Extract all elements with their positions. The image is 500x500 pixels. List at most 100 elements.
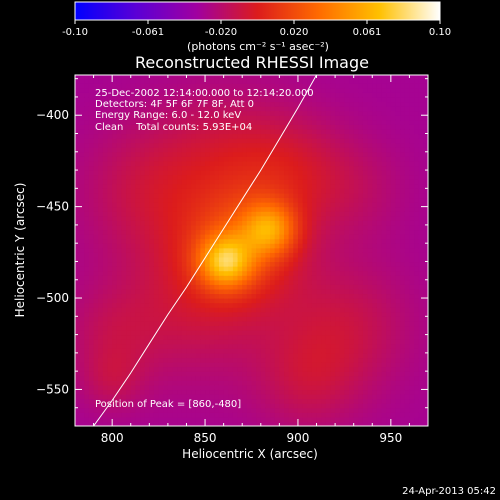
heatmap-cell	[93, 261, 99, 267]
heatmap-cell	[339, 334, 345, 340]
heatmap-cell	[242, 407, 248, 413]
heatmap-cell	[130, 188, 136, 194]
heatmap-cell	[153, 288, 160, 295]
heatmap-cell	[284, 403, 290, 409]
heatmap-cell	[167, 261, 174, 267]
heatmap-cell	[270, 96, 276, 103]
heatmap-cell	[126, 147, 132, 153]
heatmap-cell	[130, 416, 136, 423]
heatmap-cell	[177, 188, 183, 194]
heatmap-cell	[284, 229, 290, 235]
heatmap-cell	[284, 256, 290, 263]
heatmap-cell	[228, 325, 234, 331]
heatmap-cell	[186, 115, 192, 121]
heatmap-cell	[237, 261, 243, 267]
heatmap-cell	[75, 96, 81, 103]
heatmap-cell	[163, 234, 169, 240]
heatmap-cell	[228, 252, 234, 258]
heatmap-cell	[135, 284, 141, 290]
heatmap-cell	[158, 293, 164, 299]
heatmap-cell	[302, 124, 308, 130]
heatmap-cell	[297, 151, 304, 157]
heatmap-cell	[251, 243, 257, 249]
heatmap-cell	[98, 156, 104, 162]
heatmap-cell	[140, 101, 146, 107]
heatmap-cell	[228, 293, 234, 299]
heatmap-cell	[302, 284, 308, 290]
heatmap-cell	[358, 302, 364, 308]
heatmap-cell	[362, 202, 369, 208]
heatmap-cell	[107, 101, 113, 107]
heatmap-cell	[321, 398, 327, 404]
heatmap-cell	[339, 156, 345, 162]
heatmap-cell	[358, 96, 364, 103]
heatmap-cell	[307, 133, 313, 139]
heatmap-cell	[339, 124, 345, 130]
heatmap-cell	[126, 403, 132, 409]
heatmap-cell	[186, 234, 192, 240]
heatmap-cell	[223, 197, 229, 203]
heatmap-cell	[358, 398, 364, 404]
heatmap-cell	[153, 316, 160, 322]
heatmap-cell	[302, 371, 308, 377]
heatmap-cell	[251, 252, 257, 258]
heatmap-cell	[163, 106, 169, 112]
heatmap-cell	[293, 384, 299, 391]
heatmap-cell	[362, 234, 369, 240]
heatmap-cell	[107, 288, 113, 295]
heatmap-cell	[191, 302, 197, 308]
heatmap-cell	[98, 183, 104, 189]
heatmap-cell	[307, 119, 313, 125]
heatmap-cell	[335, 243, 341, 249]
heatmap-cell	[302, 362, 308, 368]
heatmap-cell	[107, 183, 113, 189]
heatmap-cell	[297, 352, 304, 359]
heatmap-cell	[218, 357, 225, 363]
heatmap-cell	[153, 371, 160, 377]
heatmap-cell	[107, 202, 113, 208]
heatmap-cell	[260, 325, 267, 331]
heatmap-cell	[270, 270, 276, 276]
heatmap-cell	[246, 202, 253, 208]
heatmap-cell	[246, 261, 253, 267]
heatmap-cell	[75, 343, 81, 349]
heatmap-cell	[311, 147, 318, 153]
heatmap-cell	[102, 311, 109, 317]
heatmap-cell	[191, 339, 197, 345]
heatmap-cell	[209, 87, 215, 93]
heatmap-cell	[144, 293, 150, 299]
heatmap-cell	[349, 279, 355, 285]
heatmap-cell	[358, 375, 364, 381]
heatmap-cell	[270, 142, 276, 148]
heatmap-cell	[246, 211, 253, 217]
heatmap-cell	[209, 352, 215, 359]
heatmap-cell	[372, 394, 378, 400]
colorbar-tick-label: 0.061	[353, 27, 382, 38]
heatmap-cell	[153, 407, 160, 413]
heatmap-cell	[214, 133, 220, 139]
heatmap-cell	[172, 197, 178, 203]
heatmap-cell	[116, 202, 123, 208]
heatmap-cell	[256, 188, 262, 194]
heatmap-cell	[172, 293, 178, 299]
heatmap-cell	[274, 330, 280, 336]
heatmap-cell	[302, 298, 308, 304]
heatmap-cell	[321, 416, 327, 423]
heatmap-cell	[98, 160, 104, 167]
heatmap-cell	[93, 238, 99, 244]
heatmap-cell	[232, 234, 239, 240]
heatmap-cell	[223, 133, 229, 139]
heatmap-cell	[121, 375, 127, 381]
heatmap-cell	[293, 110, 299, 116]
heatmap-cell	[330, 334, 336, 340]
heatmap-cell	[367, 252, 373, 258]
heatmap-cell	[344, 179, 350, 185]
heatmap-cell	[362, 366, 369, 372]
heatmap-cell	[242, 75, 248, 80]
heatmap-cell	[228, 138, 234, 144]
heatmap-cell	[297, 183, 304, 189]
heatmap-cell	[288, 352, 294, 359]
heatmap-cell	[116, 288, 123, 295]
heatmap-cell	[121, 87, 127, 93]
heatmap-cell	[191, 192, 197, 199]
